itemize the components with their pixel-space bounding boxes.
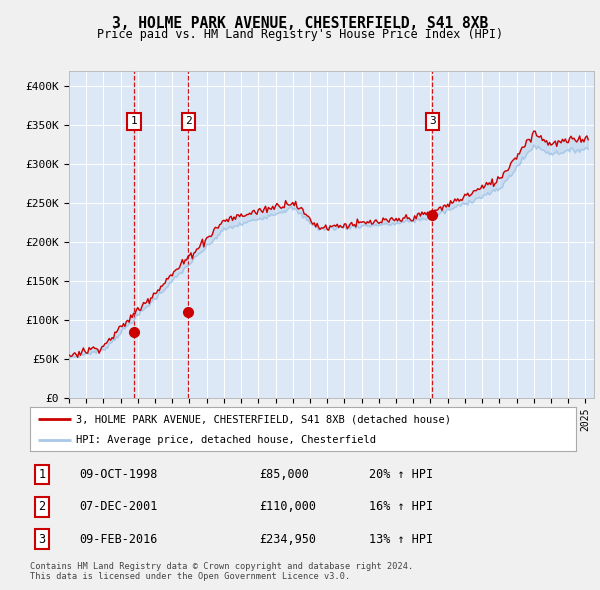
- Text: 3, HOLME PARK AVENUE, CHESTERFIELD, S41 8XB: 3, HOLME PARK AVENUE, CHESTERFIELD, S41 …: [112, 16, 488, 31]
- Text: £85,000: £85,000: [259, 468, 309, 481]
- Text: 13% ↑ HPI: 13% ↑ HPI: [368, 533, 433, 546]
- Text: 3: 3: [429, 116, 436, 126]
- Text: 09-OCT-1998: 09-OCT-1998: [79, 468, 158, 481]
- Text: £110,000: £110,000: [259, 500, 316, 513]
- Text: HPI: Average price, detached house, Chesterfield: HPI: Average price, detached house, Ches…: [76, 435, 376, 445]
- Text: 3: 3: [38, 533, 46, 546]
- Text: 2: 2: [185, 116, 191, 126]
- Text: £234,950: £234,950: [259, 533, 316, 546]
- Text: 2: 2: [38, 500, 46, 513]
- Text: 09-FEB-2016: 09-FEB-2016: [79, 533, 158, 546]
- Text: 20% ↑ HPI: 20% ↑ HPI: [368, 468, 433, 481]
- Text: 1: 1: [131, 116, 137, 126]
- Text: 16% ↑ HPI: 16% ↑ HPI: [368, 500, 433, 513]
- Text: 3, HOLME PARK AVENUE, CHESTERFIELD, S41 8XB (detached house): 3, HOLME PARK AVENUE, CHESTERFIELD, S41 …: [76, 414, 451, 424]
- Text: 07-DEC-2001: 07-DEC-2001: [79, 500, 158, 513]
- Text: Contains HM Land Registry data © Crown copyright and database right 2024.
This d: Contains HM Land Registry data © Crown c…: [30, 562, 413, 581]
- Text: 1: 1: [38, 468, 46, 481]
- Text: Price paid vs. HM Land Registry's House Price Index (HPI): Price paid vs. HM Land Registry's House …: [97, 28, 503, 41]
